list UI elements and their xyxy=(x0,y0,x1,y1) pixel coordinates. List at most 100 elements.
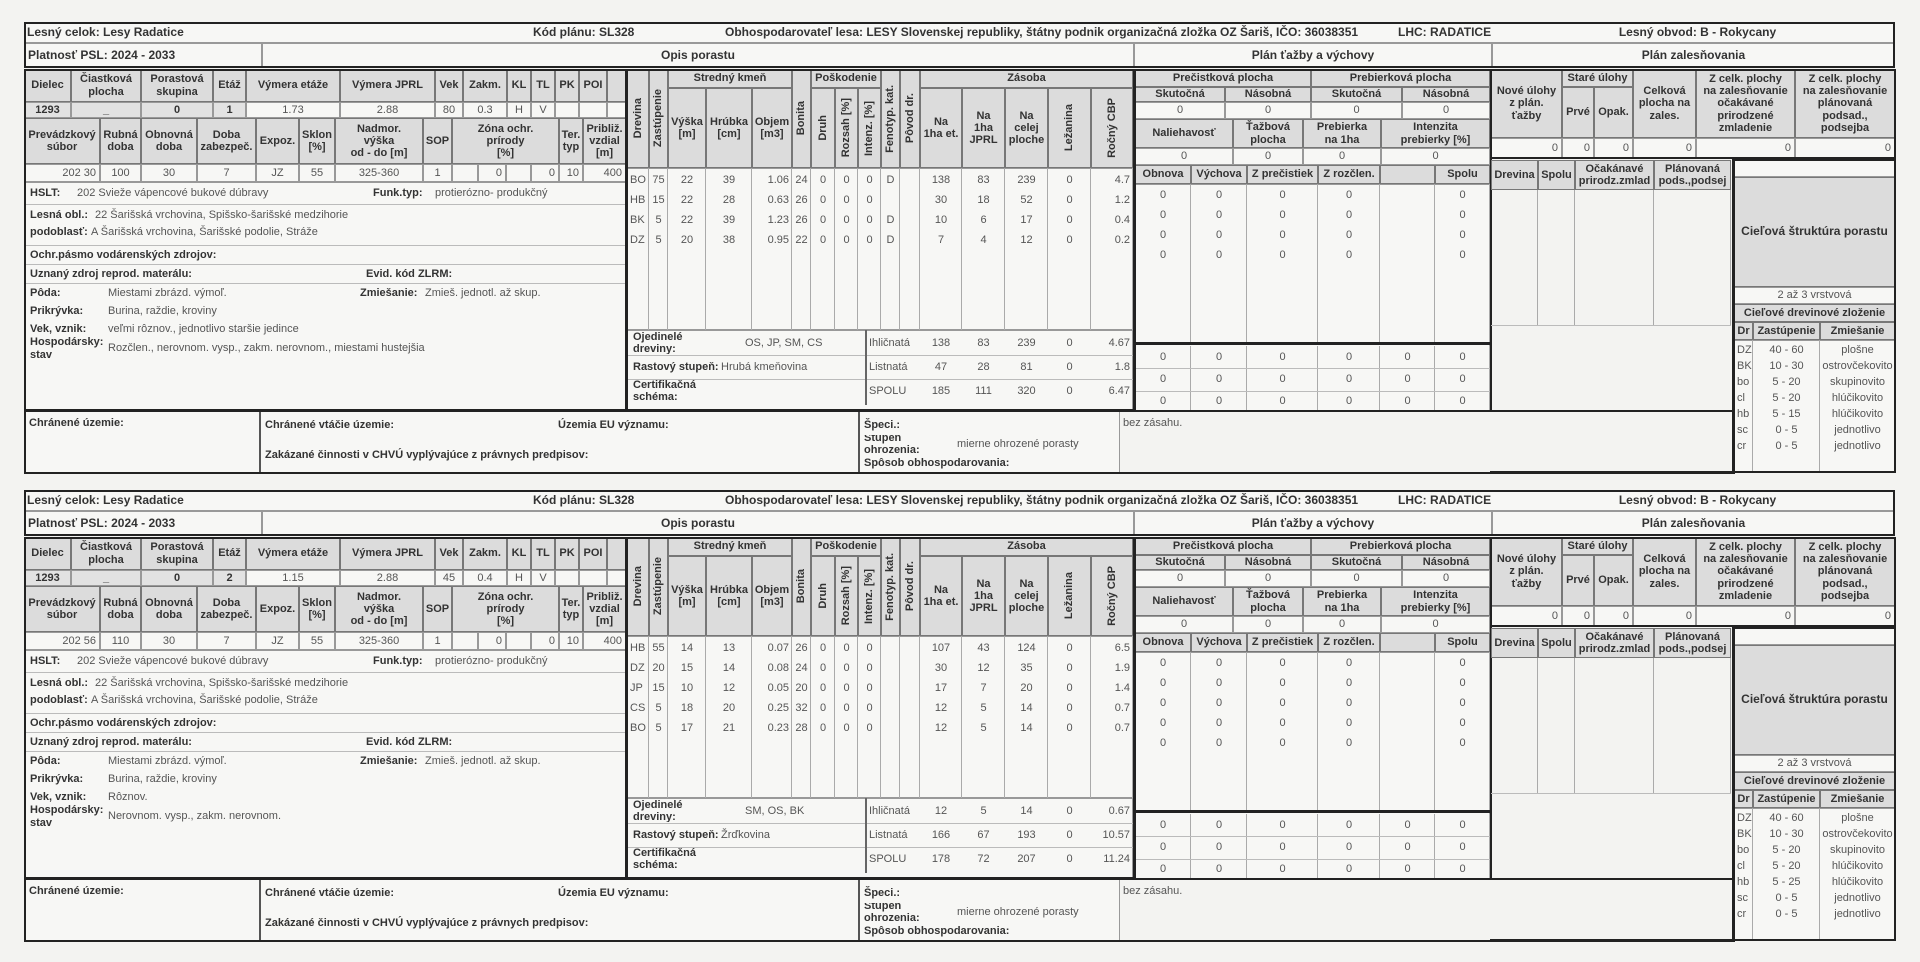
tree-column xyxy=(1048,636,1091,798)
tazba-cell: 0 xyxy=(1159,188,1167,201)
summary-cell: Listnatá xyxy=(869,828,908,841)
tazba-cell: 0 xyxy=(1345,188,1353,201)
zlozenie-header: Dr xyxy=(1734,322,1753,340)
tazba-total-cell: 0 xyxy=(1215,862,1223,875)
tazba-cell: 0 xyxy=(1345,228,1353,241)
zlozenie-header: Zmiešanie xyxy=(1820,790,1895,808)
tree-cell: 39 xyxy=(722,214,736,227)
tazba-header: Z rozčlen. xyxy=(1318,165,1380,184)
tree-header: Druh xyxy=(811,88,835,168)
tazba-total-cell: 0 xyxy=(1215,350,1223,363)
tree-header-text: Intenz. [%] xyxy=(863,100,876,156)
tazba-total-cell: 0 xyxy=(1345,372,1353,385)
summary-cell: SPOLU xyxy=(869,852,907,865)
zales-header: Opak. xyxy=(1594,87,1633,138)
stand-value xyxy=(506,632,531,650)
tree-summary xyxy=(627,798,1133,878)
zales-column xyxy=(1491,190,1538,325)
tazba-value: 0 xyxy=(1233,616,1303,633)
tree-cell: 6.5 xyxy=(1114,642,1130,655)
group-prebierkova: Prebierková plocha xyxy=(1311,537,1490,555)
tree-summary xyxy=(627,330,1133,410)
tree-header: Ležanina xyxy=(1048,556,1091,636)
tazba-cell xyxy=(1380,654,1435,672)
row-divider xyxy=(1135,368,1490,369)
tree-cell: 14 xyxy=(722,662,736,675)
zales-column xyxy=(1538,658,1575,793)
tazba-subheader: Násobná xyxy=(1225,555,1311,570)
tazba-cell: 0 xyxy=(1279,696,1286,709)
tree-cell xyxy=(881,191,900,210)
tree-cell: 22 xyxy=(795,234,808,247)
tree-header-text: Intenz. [%] xyxy=(863,568,876,624)
tree-cell xyxy=(881,679,900,698)
blank-cell xyxy=(1734,160,1895,177)
tree-cell: 15 xyxy=(680,662,694,675)
stand-value: 100 xyxy=(100,164,141,182)
row-divider xyxy=(1491,793,1731,794)
tree-cell xyxy=(900,191,920,210)
summary-cell: 185 xyxy=(931,384,951,397)
lhc: LHC: RADATICE xyxy=(1398,492,1492,507)
evid-label: Evid. kód ZLRM: xyxy=(366,267,453,280)
tree-cell xyxy=(900,659,920,678)
zales-header: Opak. xyxy=(1594,555,1633,606)
stand-header xyxy=(607,537,626,570)
tree-cell: 5 xyxy=(980,722,987,735)
poda-value: Miestami zbrázd. výmoľ. xyxy=(108,286,227,299)
stand-value: 1 xyxy=(423,632,452,650)
tazba-cell xyxy=(1380,674,1435,692)
tree-column xyxy=(1091,168,1133,330)
tree-header-text: Bonita xyxy=(795,569,808,604)
tazba-value: 0 xyxy=(1303,616,1381,633)
stand-header: Výmera etáže xyxy=(246,537,340,570)
group-stredny-kmen: Stredný kmeň xyxy=(668,69,792,88)
tazba-cell xyxy=(1380,226,1435,244)
tree-column xyxy=(920,168,962,330)
stand-value: 400 xyxy=(583,632,626,650)
tree-cell: 0 xyxy=(843,234,850,247)
tree-cell: 0 xyxy=(866,722,873,735)
section-title-opis: Opis porastu xyxy=(262,511,1134,536)
stand-header: Výmera JPRL xyxy=(340,69,435,102)
summary-cell: 166 xyxy=(931,828,951,841)
zlozenie-cell: jednotlivo xyxy=(1834,423,1881,436)
tree-cell: 13 xyxy=(722,642,736,655)
tree-cell: 20 xyxy=(652,662,665,675)
zales-lower-frame xyxy=(1490,159,1734,473)
zlozenie-cell: 5 - 20 xyxy=(1772,391,1801,404)
prikryvka-value: Burina, raždie, kroviny xyxy=(108,772,217,785)
summary-cell: 0 xyxy=(1066,828,1073,841)
summary-cell: 10.57 xyxy=(1102,828,1130,841)
zmiesanie-label: Zmiešanie: xyxy=(360,754,418,767)
tree-header: Pôvod dr. xyxy=(900,537,920,636)
stand-header: Dielec xyxy=(24,69,71,102)
tree-cell xyxy=(900,719,920,738)
tree-cell: 0 xyxy=(1066,642,1073,655)
stand-value: 1.15 xyxy=(246,570,340,586)
tree-header: Intenz. [%] xyxy=(858,88,881,168)
zlozenie-cell: jednotlivo xyxy=(1834,891,1881,904)
tree-header-text: Drevina xyxy=(631,98,644,139)
tazba-value: 0 xyxy=(1311,570,1402,587)
info-panel xyxy=(24,182,626,410)
tazba-cell: 0 xyxy=(1459,208,1466,221)
tazba-total-cell: 0 xyxy=(1404,394,1411,407)
tazba-total-cell: 0 xyxy=(1279,862,1286,875)
zlozenie-cell: cr xyxy=(1737,439,1747,452)
stand-header: Nadmor. výška od - do [m] xyxy=(335,118,423,164)
tree-cell: 12 xyxy=(977,662,990,675)
tazba-cell: 0 xyxy=(1279,248,1286,261)
eu-label: Územia EU významu: xyxy=(558,886,669,899)
podoblast-label: podoblasť: xyxy=(30,225,88,238)
tree-header-text: Ročný CBP xyxy=(1105,566,1118,626)
bottom-divider xyxy=(858,879,860,941)
stand-value: 0 xyxy=(141,102,213,118)
summary-cell: 12 xyxy=(934,804,948,817)
group-precistkova: Prečistková plocha xyxy=(1135,537,1311,555)
group-poskodenie: Poškodenie xyxy=(811,537,881,556)
sposob-label: Spôsob obhospodarovania: xyxy=(864,456,1010,469)
tazba-header: Naliehavosť xyxy=(1135,587,1233,616)
tree-column xyxy=(962,636,1005,798)
zlozenie-cell: DZ xyxy=(1737,343,1752,356)
